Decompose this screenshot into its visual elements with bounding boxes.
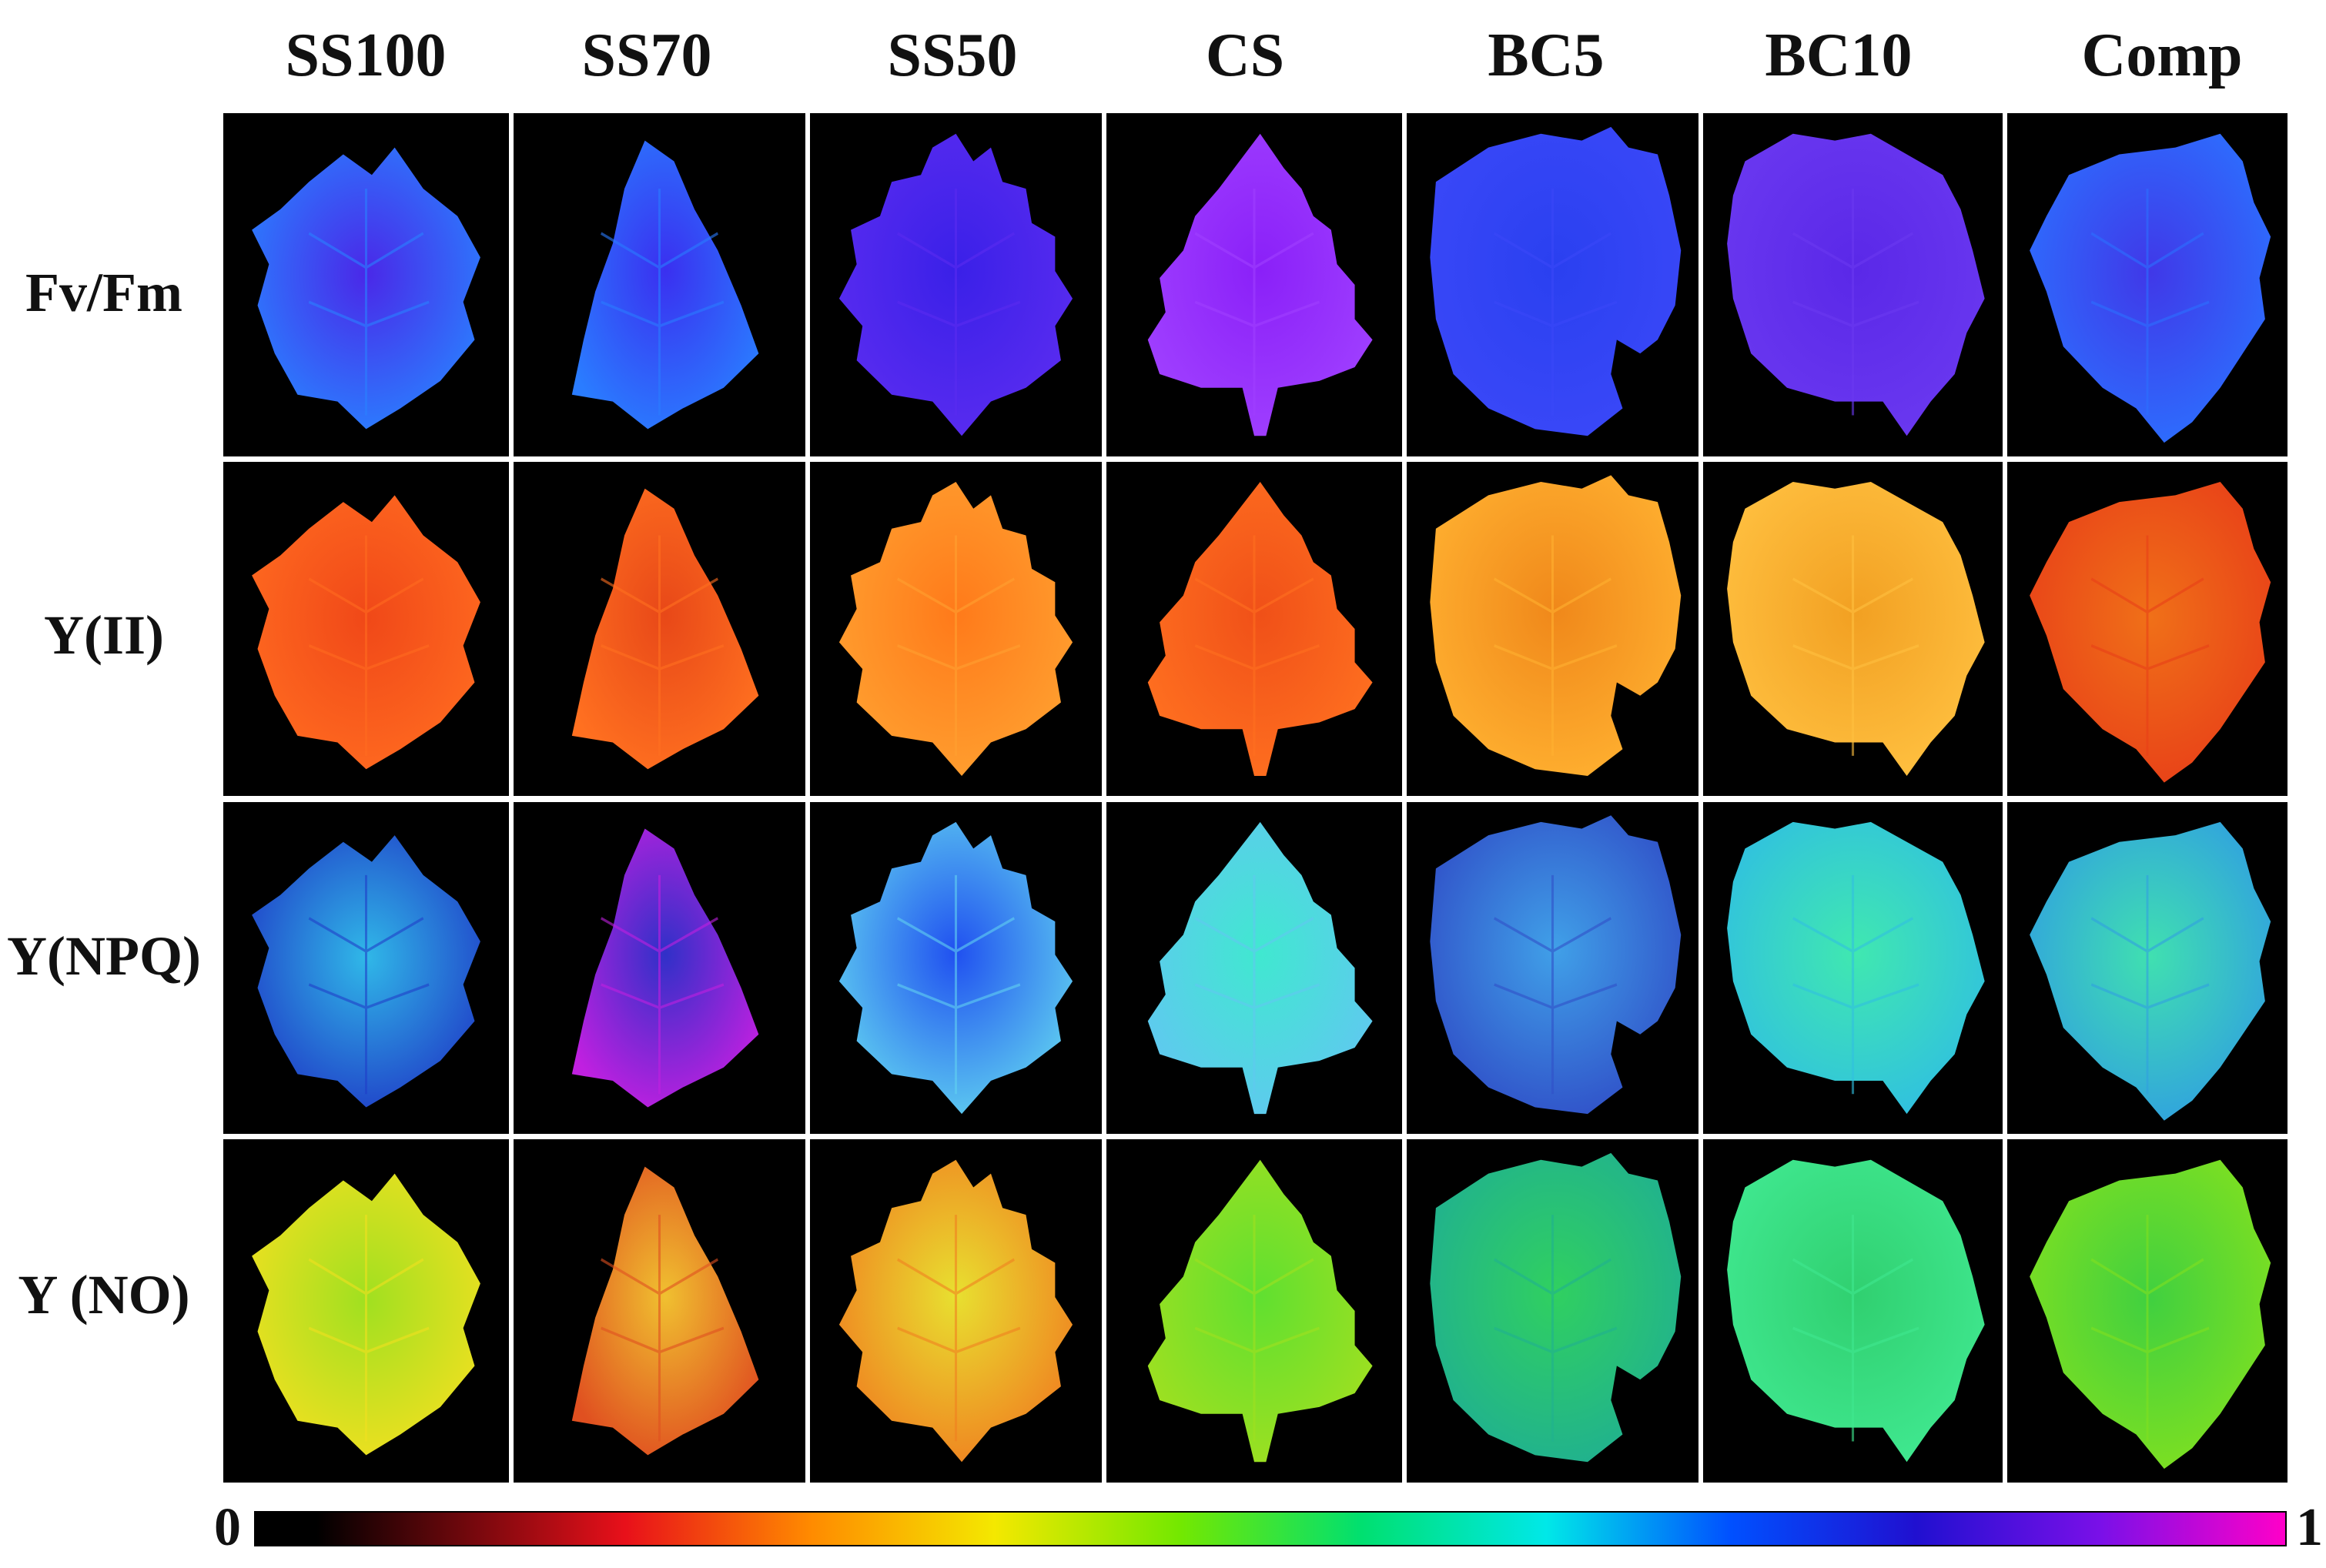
scale-max-label: 1 [2296, 1498, 2323, 1557]
row-label-ynpq: Y(NPQ) [7, 925, 201, 987]
leaf-veins [601, 1215, 725, 1442]
leaf-image-yno-cs [1105, 1138, 1404, 1484]
leaf-image-ynpq-bc10 [1702, 801, 2004, 1135]
leaf-shape [1727, 482, 1985, 776]
leaf-veins [1494, 535, 1618, 756]
leaf-image-yii-bc5 [1405, 460, 1700, 797]
leaf-image-yno-comp [2006, 1138, 2289, 1484]
leaf-image-yii-ss100 [222, 460, 510, 797]
leaf-veins [1194, 1215, 1320, 1442]
leaf-image-ynpq-ss70 [512, 801, 807, 1135]
leaf-veins [897, 874, 1021, 1095]
leaf-image-fvfm-ss70 [512, 112, 807, 458]
leaf-image-yii-ss50 [808, 460, 1103, 797]
leaf-veins [601, 874, 725, 1095]
leaf-image-yno-bc5 [1405, 1138, 1700, 1484]
leaf-image-fvfm-comp [2006, 112, 2289, 458]
leaf-image-yii-bc10 [1702, 460, 2004, 797]
leaf-veins [1494, 874, 1618, 1095]
leaf-image-yno-bc10 [1702, 1138, 2004, 1484]
leaf-shape [1147, 1159, 1373, 1463]
leaf-shape [2030, 1159, 2271, 1469]
column-label-ss70: SS70 [581, 22, 712, 89]
leaf-veins [1194, 189, 1320, 416]
leaf-veins [897, 1215, 1021, 1442]
color-scale-bar [254, 1511, 2287, 1546]
leaf-shape [1727, 133, 1985, 436]
column-label-ss100: SS100 [285, 22, 447, 89]
leaf-shape [571, 828, 759, 1108]
leaf-veins [897, 189, 1021, 416]
leaf-veins [1792, 535, 1919, 756]
leaf-shape [571, 140, 759, 430]
leaf-veins [1194, 535, 1320, 756]
leaf-veins [1494, 189, 1618, 416]
column-label-cs: CS [1205, 22, 1285, 89]
leaf-shape [1727, 821, 1985, 1115]
leaf-image-fvfm-bc5 [1405, 112, 1700, 458]
leaf-shape [1430, 1152, 1682, 1463]
leaf-image-yii-cs [1105, 460, 1404, 797]
leaf-image-fvfm-cs [1105, 112, 1404, 458]
leaf-veins [1194, 874, 1320, 1095]
leaf-image-ynpq-cs [1105, 801, 1404, 1135]
column-label-comp: Comp [2081, 22, 2243, 89]
leaf-veins [2090, 535, 2210, 756]
leaf-shape [1147, 482, 1373, 776]
leaf-shape [2030, 821, 2271, 1121]
leaf-shape [1430, 475, 1682, 776]
leaf-image-ynpq-bc5 [1405, 801, 1700, 1135]
scale-min-label: 0 [214, 1498, 241, 1557]
leaf-shape [1147, 133, 1373, 436]
leaf-image-yii-ss70 [512, 460, 807, 797]
leaf-shape [1727, 1159, 1985, 1463]
leaf-veins [2090, 189, 2210, 416]
column-label-bc10: BC10 [1765, 22, 1913, 89]
leaf-veins [1792, 874, 1919, 1095]
row-label-yii: Y(II) [44, 604, 164, 666]
leaf-image-yii-comp [2006, 460, 2289, 797]
leaf-shape [2030, 482, 2271, 783]
leaf-veins [897, 535, 1021, 756]
column-label-ss50: SS50 [887, 22, 1018, 89]
leaf-veins [308, 1215, 430, 1442]
leaf-image-yno-ss50 [808, 1138, 1103, 1484]
leaf-veins [2090, 1215, 2210, 1442]
leaf-veins [308, 189, 430, 416]
leaf-image-ynpq-ss50 [808, 801, 1103, 1135]
leaf-image-yno-ss100 [222, 1138, 510, 1484]
leaf-veins [601, 189, 725, 416]
row-label-fvfm: Fv/Fm [25, 262, 182, 323]
leaf-veins [308, 535, 430, 756]
leaf-image-yno-ss70 [512, 1138, 807, 1484]
leaf-shape [1147, 821, 1373, 1115]
leaf-image-ynpq-ss100 [222, 801, 510, 1135]
leaf-veins [1494, 1215, 1618, 1442]
leaf-veins [1792, 1215, 1919, 1442]
leaf-image-fvfm-bc10 [1702, 112, 2004, 458]
leaf-image-fvfm-ss100 [222, 112, 510, 458]
leaf-veins [1792, 189, 1919, 416]
leaf-image-ynpq-comp [2006, 801, 2289, 1135]
leaf-veins [601, 535, 725, 756]
leaf-shape [571, 1166, 759, 1456]
leaf-veins [308, 874, 430, 1095]
leaf-shape [2030, 133, 2271, 443]
leaf-shape [571, 488, 759, 770]
leaf-shape [1430, 126, 1682, 436]
row-label-yno: Y (NO) [18, 1264, 190, 1326]
leaf-shape [1430, 815, 1682, 1115]
leaf-veins [2090, 874, 2210, 1095]
column-label-bc5: BC5 [1488, 22, 1605, 89]
leaf-image-fvfm-ss50 [808, 112, 1103, 458]
